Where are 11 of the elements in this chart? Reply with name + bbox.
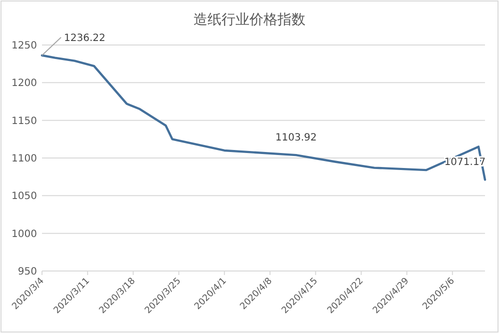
y-tick-label: 1150 [12,116,37,127]
chart-title: 造纸行业价格指数 [194,12,306,28]
y-tick-label: 1200 [12,78,37,90]
annotation: 1236.22 [64,32,106,44]
y-tick-label: 1250 [12,40,37,52]
y-tick-label: 1100 [12,154,37,164]
y-tick-label: 950 [18,266,37,278]
line-series [40,54,486,181]
y-tick-label: 1050 [12,191,37,202]
y-tick-label: 1000 [12,228,37,240]
annotation: 1103.92 [275,132,317,144]
